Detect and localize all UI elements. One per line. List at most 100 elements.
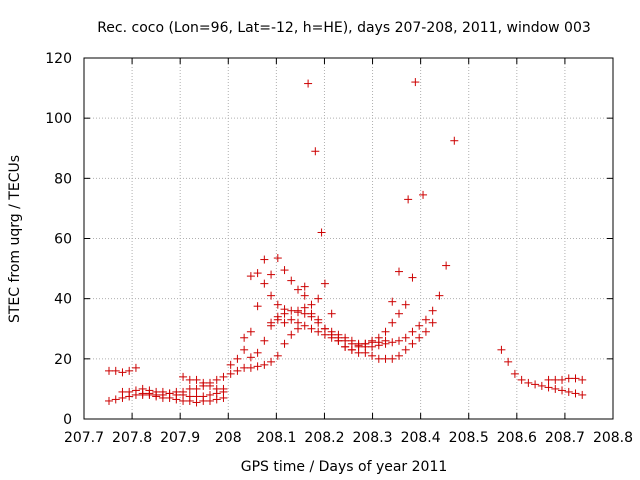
data-point	[551, 375, 560, 384]
data-point	[212, 375, 221, 384]
data-point	[111, 395, 120, 404]
data-point	[273, 300, 282, 309]
data-point	[327, 309, 336, 318]
data-point	[294, 318, 303, 327]
data-point	[246, 272, 255, 281]
data-point	[304, 79, 313, 88]
grid	[84, 58, 613, 419]
data-point	[388, 338, 397, 347]
data-point	[374, 333, 383, 342]
data-point	[374, 341, 383, 350]
x-tick-label: 207.9	[160, 430, 200, 446]
y-tick-label: 40	[54, 292, 72, 308]
data-point	[394, 336, 403, 345]
y-tick-label: 120	[45, 51, 72, 67]
data-point	[394, 309, 403, 318]
x-tick-label: 208.4	[401, 430, 441, 446]
data-point	[510, 369, 519, 378]
data-point	[267, 291, 276, 300]
data-point	[388, 297, 397, 306]
data-point	[327, 327, 336, 336]
data-point	[411, 78, 420, 87]
data-point	[317, 228, 326, 237]
data-point	[260, 255, 269, 264]
data-point	[307, 300, 316, 309]
data-point	[531, 380, 540, 389]
data-point	[240, 345, 249, 354]
data-point	[246, 363, 255, 372]
data-point	[138, 390, 147, 399]
data-point	[307, 324, 316, 333]
data-point	[334, 330, 343, 339]
data-point	[571, 389, 580, 398]
data-point	[544, 375, 553, 384]
data-point	[504, 357, 513, 366]
y-tick-label: 60	[54, 232, 72, 248]
data-point	[394, 351, 403, 360]
data-point	[199, 392, 208, 401]
data-point	[551, 384, 560, 393]
data-point	[388, 354, 397, 363]
data-point	[314, 294, 323, 303]
data-points	[105, 78, 587, 407]
y-tick-label: 20	[54, 352, 72, 368]
data-point	[558, 386, 567, 395]
data-point	[408, 327, 417, 336]
y-tick-label: 80	[54, 171, 72, 187]
data-point	[125, 366, 134, 375]
data-point	[394, 267, 403, 276]
data-point	[111, 366, 120, 375]
data-point	[320, 324, 329, 333]
data-point	[544, 383, 553, 392]
data-point	[578, 375, 587, 384]
x-axis-label: GPS time / Days of year 2011	[241, 459, 448, 475]
data-point	[192, 375, 201, 384]
data-point	[294, 285, 303, 294]
data-point	[219, 372, 228, 381]
data-point	[300, 282, 309, 291]
data-point	[260, 336, 269, 345]
data-point	[320, 279, 329, 288]
data-point	[311, 147, 320, 156]
data-point	[145, 389, 154, 398]
data-point	[442, 261, 451, 270]
y-axis-label: STEC from uqrg / TECUs	[7, 155, 23, 323]
data-point	[314, 318, 323, 327]
data-point	[374, 354, 383, 363]
x-tick-label: 208.2	[304, 430, 344, 446]
data-point	[131, 386, 140, 395]
data-point	[131, 363, 140, 372]
data-point	[287, 315, 296, 324]
data-point	[219, 384, 228, 393]
data-point	[497, 345, 506, 354]
data-point	[524, 378, 533, 387]
data-point	[280, 305, 289, 314]
data-point	[165, 389, 174, 398]
data-point	[118, 387, 127, 396]
data-point	[205, 381, 214, 390]
data-point	[260, 360, 269, 369]
data-point	[415, 333, 424, 342]
data-point	[517, 375, 526, 384]
data-point	[280, 318, 289, 327]
data-point	[381, 354, 390, 363]
data-point	[287, 330, 296, 339]
data-point	[158, 390, 167, 399]
data-point	[233, 366, 242, 375]
data-point	[233, 354, 242, 363]
x-tick-label: 208.6	[497, 430, 537, 446]
data-point	[240, 363, 249, 372]
data-point	[185, 392, 194, 401]
x-tick-label: 208.7	[545, 430, 585, 446]
data-point	[368, 351, 377, 360]
data-point	[152, 390, 161, 399]
data-point	[347, 336, 356, 345]
data-point	[185, 384, 194, 393]
data-point	[415, 321, 424, 330]
data-point	[246, 327, 255, 336]
data-point	[421, 315, 430, 324]
data-point	[253, 302, 262, 311]
data-point	[226, 369, 235, 378]
data-point	[381, 339, 390, 348]
data-point	[408, 339, 417, 348]
